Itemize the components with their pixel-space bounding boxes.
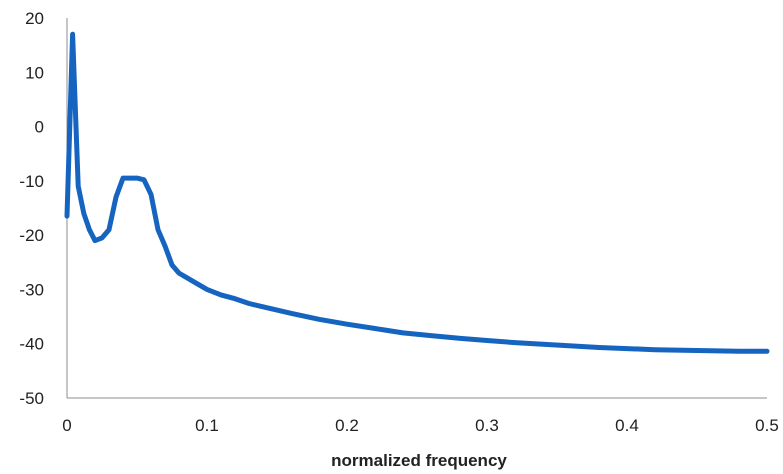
y-tick-label: -50 <box>19 389 44 408</box>
x-tick-label: 0 <box>62 416 71 435</box>
x-tick-label: 0.3 <box>475 416 499 435</box>
x-tick-label: 0.4 <box>615 416 639 435</box>
x-tick-label: 0.5 <box>755 416 779 435</box>
x-axis-title: normalized frequency <box>331 451 507 470</box>
y-tick-label: 20 <box>25 9 44 28</box>
series-line <box>64 31 770 354</box>
y-tick-label: -20 <box>19 226 44 245</box>
y-tick-label: 0 <box>35 118 44 137</box>
y-tick-label: 10 <box>25 63 44 82</box>
x-tick-label: 0.2 <box>335 416 359 435</box>
y-tick-label: -40 <box>19 335 44 354</box>
y-tick-label: -10 <box>19 172 44 191</box>
y-tick-label: -30 <box>19 280 44 299</box>
y-axis-ticks: 20 10 0 -10 -20 -30 -40 -50 <box>19 9 44 408</box>
x-tick-label: 0.1 <box>195 416 219 435</box>
x-axis-ticks: 0 0.1 0.2 0.3 0.4 0.5 <box>62 416 779 435</box>
